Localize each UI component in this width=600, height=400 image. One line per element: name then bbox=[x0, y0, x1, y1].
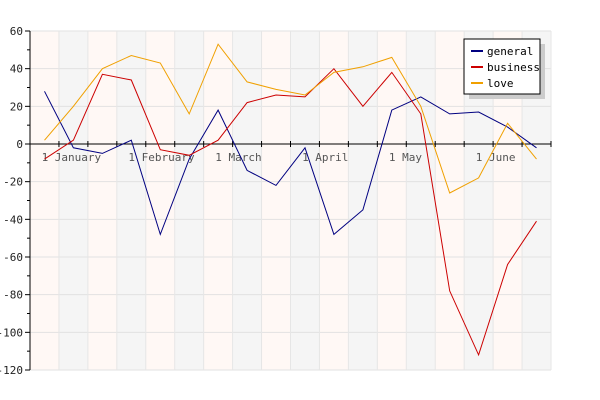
y-tick-label: -40 bbox=[3, 213, 23, 226]
background-band bbox=[406, 31, 436, 370]
y-tick-label: 0 bbox=[16, 138, 23, 151]
y-tick-label: -20 bbox=[3, 176, 23, 189]
background-band bbox=[145, 31, 175, 370]
series-line-business bbox=[44, 67, 537, 357]
background-band bbox=[232, 31, 262, 370]
legend-label-business: business bbox=[487, 61, 540, 74]
x-tick-label: 1 February bbox=[128, 151, 195, 164]
y-tick-label: -100 bbox=[0, 326, 23, 339]
background-band bbox=[30, 31, 59, 370]
background-bands bbox=[30, 31, 551, 370]
background-band bbox=[377, 31, 407, 370]
legend-label-general: general bbox=[487, 45, 533, 58]
y-axis-ticks: 60 40 20 0 -20 -40 -60 -80 -100 -120 bbox=[0, 25, 30, 377]
background-band bbox=[58, 31, 88, 370]
grid-lines bbox=[29, 30, 552, 371]
series-lines bbox=[44, 43, 537, 357]
y-tick-label: 40 bbox=[10, 63, 23, 76]
x-tick-label: 1 January bbox=[42, 151, 102, 164]
background-band bbox=[348, 31, 378, 370]
x-axis-ticks: 1 January 1 February 1 March 1 April 1 May 1 … bbox=[29, 141, 552, 164]
series-line-general bbox=[44, 91, 537, 236]
legend-label-love: love bbox=[487, 77, 514, 90]
y-tick-label: 20 bbox=[10, 100, 23, 113]
background-band bbox=[435, 31, 465, 370]
background-band bbox=[203, 31, 233, 370]
y-tick-label: -60 bbox=[3, 251, 23, 264]
background-band bbox=[87, 31, 117, 370]
background-band bbox=[319, 31, 349, 370]
x-tick-label: 1 April bbox=[302, 151, 348, 164]
background-band bbox=[290, 31, 320, 370]
background-band bbox=[261, 31, 291, 370]
background-band bbox=[174, 31, 204, 370]
x-tick-label: 1 May bbox=[389, 151, 422, 164]
y-tick-label: -120 bbox=[0, 364, 23, 377]
y-tick-label: 60 bbox=[10, 25, 23, 38]
background-band bbox=[116, 31, 146, 370]
x-tick-label: 1 June bbox=[476, 151, 516, 164]
legend: general business love bbox=[463, 38, 545, 99]
y-tick-label: -80 bbox=[3, 289, 23, 302]
series-line-love bbox=[44, 43, 537, 194]
x-tick-label: 1 March bbox=[215, 151, 261, 164]
